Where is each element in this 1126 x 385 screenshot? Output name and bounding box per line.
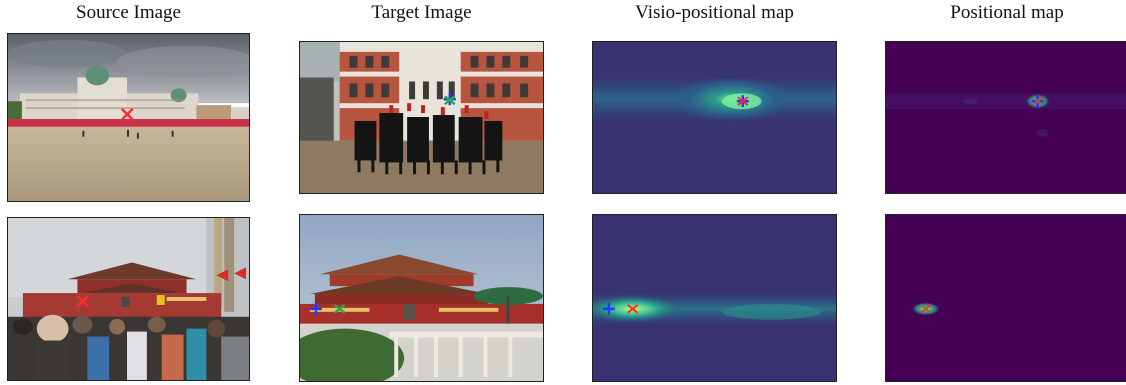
column-title-target: Target Image [371, 2, 472, 23]
source-mark-row-2: × [73, 289, 91, 314]
column-title-source: Source Image [76, 2, 181, 23]
visio-positional-map-row-2 [592, 214, 837, 382]
source-mark-row-1: × [118, 102, 136, 127]
target-image-row-2 [299, 214, 544, 382]
target-image-row-1 [299, 41, 544, 194]
positional-map-row-1 [885, 41, 1126, 194]
source-image-row-1: × [7, 33, 250, 202]
column-title-visio-positional: Visio-positional map [635, 2, 794, 23]
column-title-positional: Positional map [950, 2, 1064, 23]
visio-positional-map-row-1 [592, 41, 837, 194]
source-image-row-2: × [7, 217, 250, 381]
positional-map-row-2 [885, 214, 1126, 382]
